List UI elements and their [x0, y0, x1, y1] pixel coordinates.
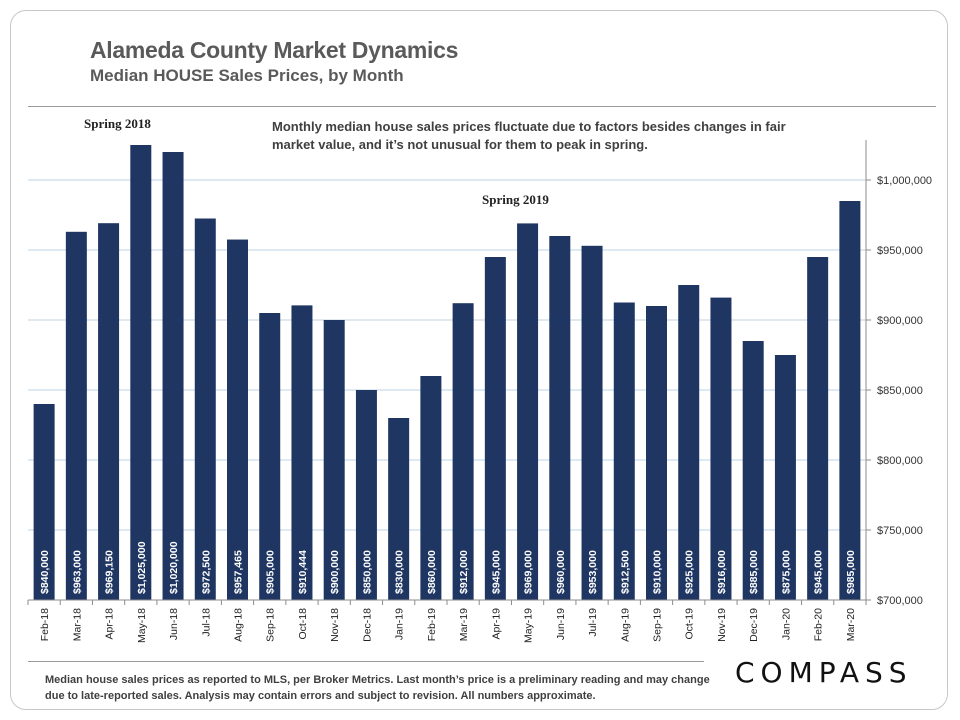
- bar-data-label: $840,000: [39, 550, 51, 594]
- x-tick-label: Jan-19: [394, 608, 406, 640]
- bar: [388, 418, 410, 600]
- axes: $700,000 $750,000 $800,000 $850,000 $900,000…: [27, 140, 932, 643]
- x-tick-label: Jul-19: [587, 608, 599, 637]
- bar: [194, 218, 216, 600]
- x-tick-label: Aug-18: [233, 608, 245, 642]
- bar: [162, 152, 184, 600]
- bar: [452, 303, 474, 600]
- bar: [646, 306, 667, 600]
- y-tick-label: $1,000,000: [877, 175, 932, 187]
- bar: [291, 305, 313, 600]
- bar-data-label: $910,000: [652, 550, 664, 594]
- x-tick-label: Apr-18: [104, 608, 116, 640]
- chart-subtitle: Median HOUSE Sales Prices, by Month: [90, 66, 404, 85]
- bar: [678, 285, 700, 600]
- bar-data-label: $960,000: [555, 550, 567, 594]
- bar-data-label: $963,000: [71, 550, 83, 594]
- x-tick-label: Nov-18: [329, 608, 341, 642]
- x-tick-label: May-18: [136, 608, 148, 643]
- bar-data-label: $830,000: [394, 550, 406, 594]
- bar: [323, 320, 345, 600]
- bar: [484, 257, 506, 600]
- bar-data-label: $912,500: [619, 550, 631, 594]
- x-tick-label: Feb-20: [813, 608, 825, 641]
- bar: [549, 236, 571, 600]
- bar: [517, 223, 539, 600]
- bar-data-label: $945,000: [490, 550, 502, 594]
- bar-data-label: $885,000: [748, 550, 760, 594]
- bar-data-label: $905,000: [265, 550, 277, 594]
- chart-annotation: Monthly median house sales prices fluctu…: [272, 119, 786, 152]
- chart-title: Alameda County Market Dynamics: [90, 37, 459, 63]
- bar: [98, 223, 120, 600]
- x-tick-label: Jun-19: [555, 608, 567, 640]
- bar-data-label: $1,020,000: [168, 541, 180, 594]
- bar-data-label: $910,444: [297, 550, 309, 594]
- callout-spring-2018: Spring 2018: [84, 116, 151, 131]
- bar-data-label: $969,150: [104, 550, 116, 594]
- y-tick-label: $900,000: [877, 315, 923, 327]
- x-tick-label: Mar-19: [458, 608, 470, 641]
- bar-data-label: $945,000: [813, 550, 825, 594]
- x-tick-label: May-19: [523, 608, 535, 643]
- x-tick-label: Sep-19: [652, 608, 664, 642]
- bars: $840,000 $963,000 $969,150 $1,025,000 $1,020…: [33, 145, 861, 601]
- bar-data-label: $925,000: [684, 550, 696, 594]
- bar-data-label: $912,000: [458, 550, 470, 594]
- x-tick-label: Jun-18: [168, 608, 180, 640]
- x-tick-label: Mar-20: [845, 608, 857, 641]
- bar: [807, 257, 829, 600]
- x-tick-label: Feb-19: [426, 608, 438, 641]
- gridlines: [28, 179, 866, 531]
- bar-data-label: $850,000: [361, 550, 373, 594]
- bar: [420, 376, 442, 600]
- bar: [33, 404, 55, 600]
- bar: [710, 297, 732, 600]
- x-tick-label: Mar-18: [71, 608, 83, 641]
- x-tick-label: Apr-19: [490, 608, 502, 640]
- bar-data-label: $972,500: [200, 550, 212, 594]
- header-divider: [28, 106, 936, 107]
- compass-logo: COMPASS: [735, 656, 913, 689]
- x-tick-label: Nov-19: [716, 608, 728, 642]
- bar-data-label: $875,000: [780, 550, 792, 594]
- bar: [227, 239, 248, 600]
- bar-data-label: $1,025,000: [136, 541, 148, 594]
- x-tick-label: Dec-18: [361, 608, 373, 642]
- y-tick-label: $700,000: [877, 595, 923, 607]
- bar: [742, 341, 764, 600]
- y-tick-label: $750,000: [877, 525, 923, 537]
- bar-data-label: $860,000: [426, 550, 438, 594]
- bar: [130, 145, 152, 600]
- bar-data-label: $985,000: [845, 550, 857, 594]
- bar: [581, 245, 603, 601]
- footer-divider: [28, 661, 704, 662]
- x-tick-label: Oct-19: [684, 608, 696, 640]
- callout-spring-2019: Spring 2019: [482, 192, 549, 207]
- bar: [839, 201, 861, 600]
- y-tick-label: $850,000: [877, 385, 923, 397]
- x-tick-label: Jan-20: [780, 608, 792, 640]
- bar-data-label: $957,465: [233, 550, 245, 594]
- x-tick-label: Dec-19: [748, 608, 760, 642]
- footnote: Median house sales prices as reported to…: [45, 674, 710, 702]
- bar-data-label: $900,000: [329, 550, 341, 594]
- bar: [259, 313, 281, 600]
- x-tick-label: Feb-18: [39, 608, 51, 641]
- bar: [65, 231, 87, 601]
- bar: [613, 302, 635, 600]
- y-tick-label: $800,000: [877, 455, 923, 467]
- bar: [355, 390, 377, 600]
- y-tick-label: $950,000: [877, 245, 923, 257]
- bar-data-label: $953,000: [587, 550, 599, 594]
- x-tick-label: Oct-18: [297, 608, 309, 640]
- x-tick-label: Sep-18: [265, 608, 277, 642]
- bar-data-label: $916,000: [716, 550, 728, 594]
- bar-data-label: $969,000: [523, 550, 535, 594]
- x-tick-label: Aug-19: [619, 608, 631, 642]
- bar: [774, 355, 796, 600]
- x-tick-label: Jul-18: [200, 608, 212, 637]
